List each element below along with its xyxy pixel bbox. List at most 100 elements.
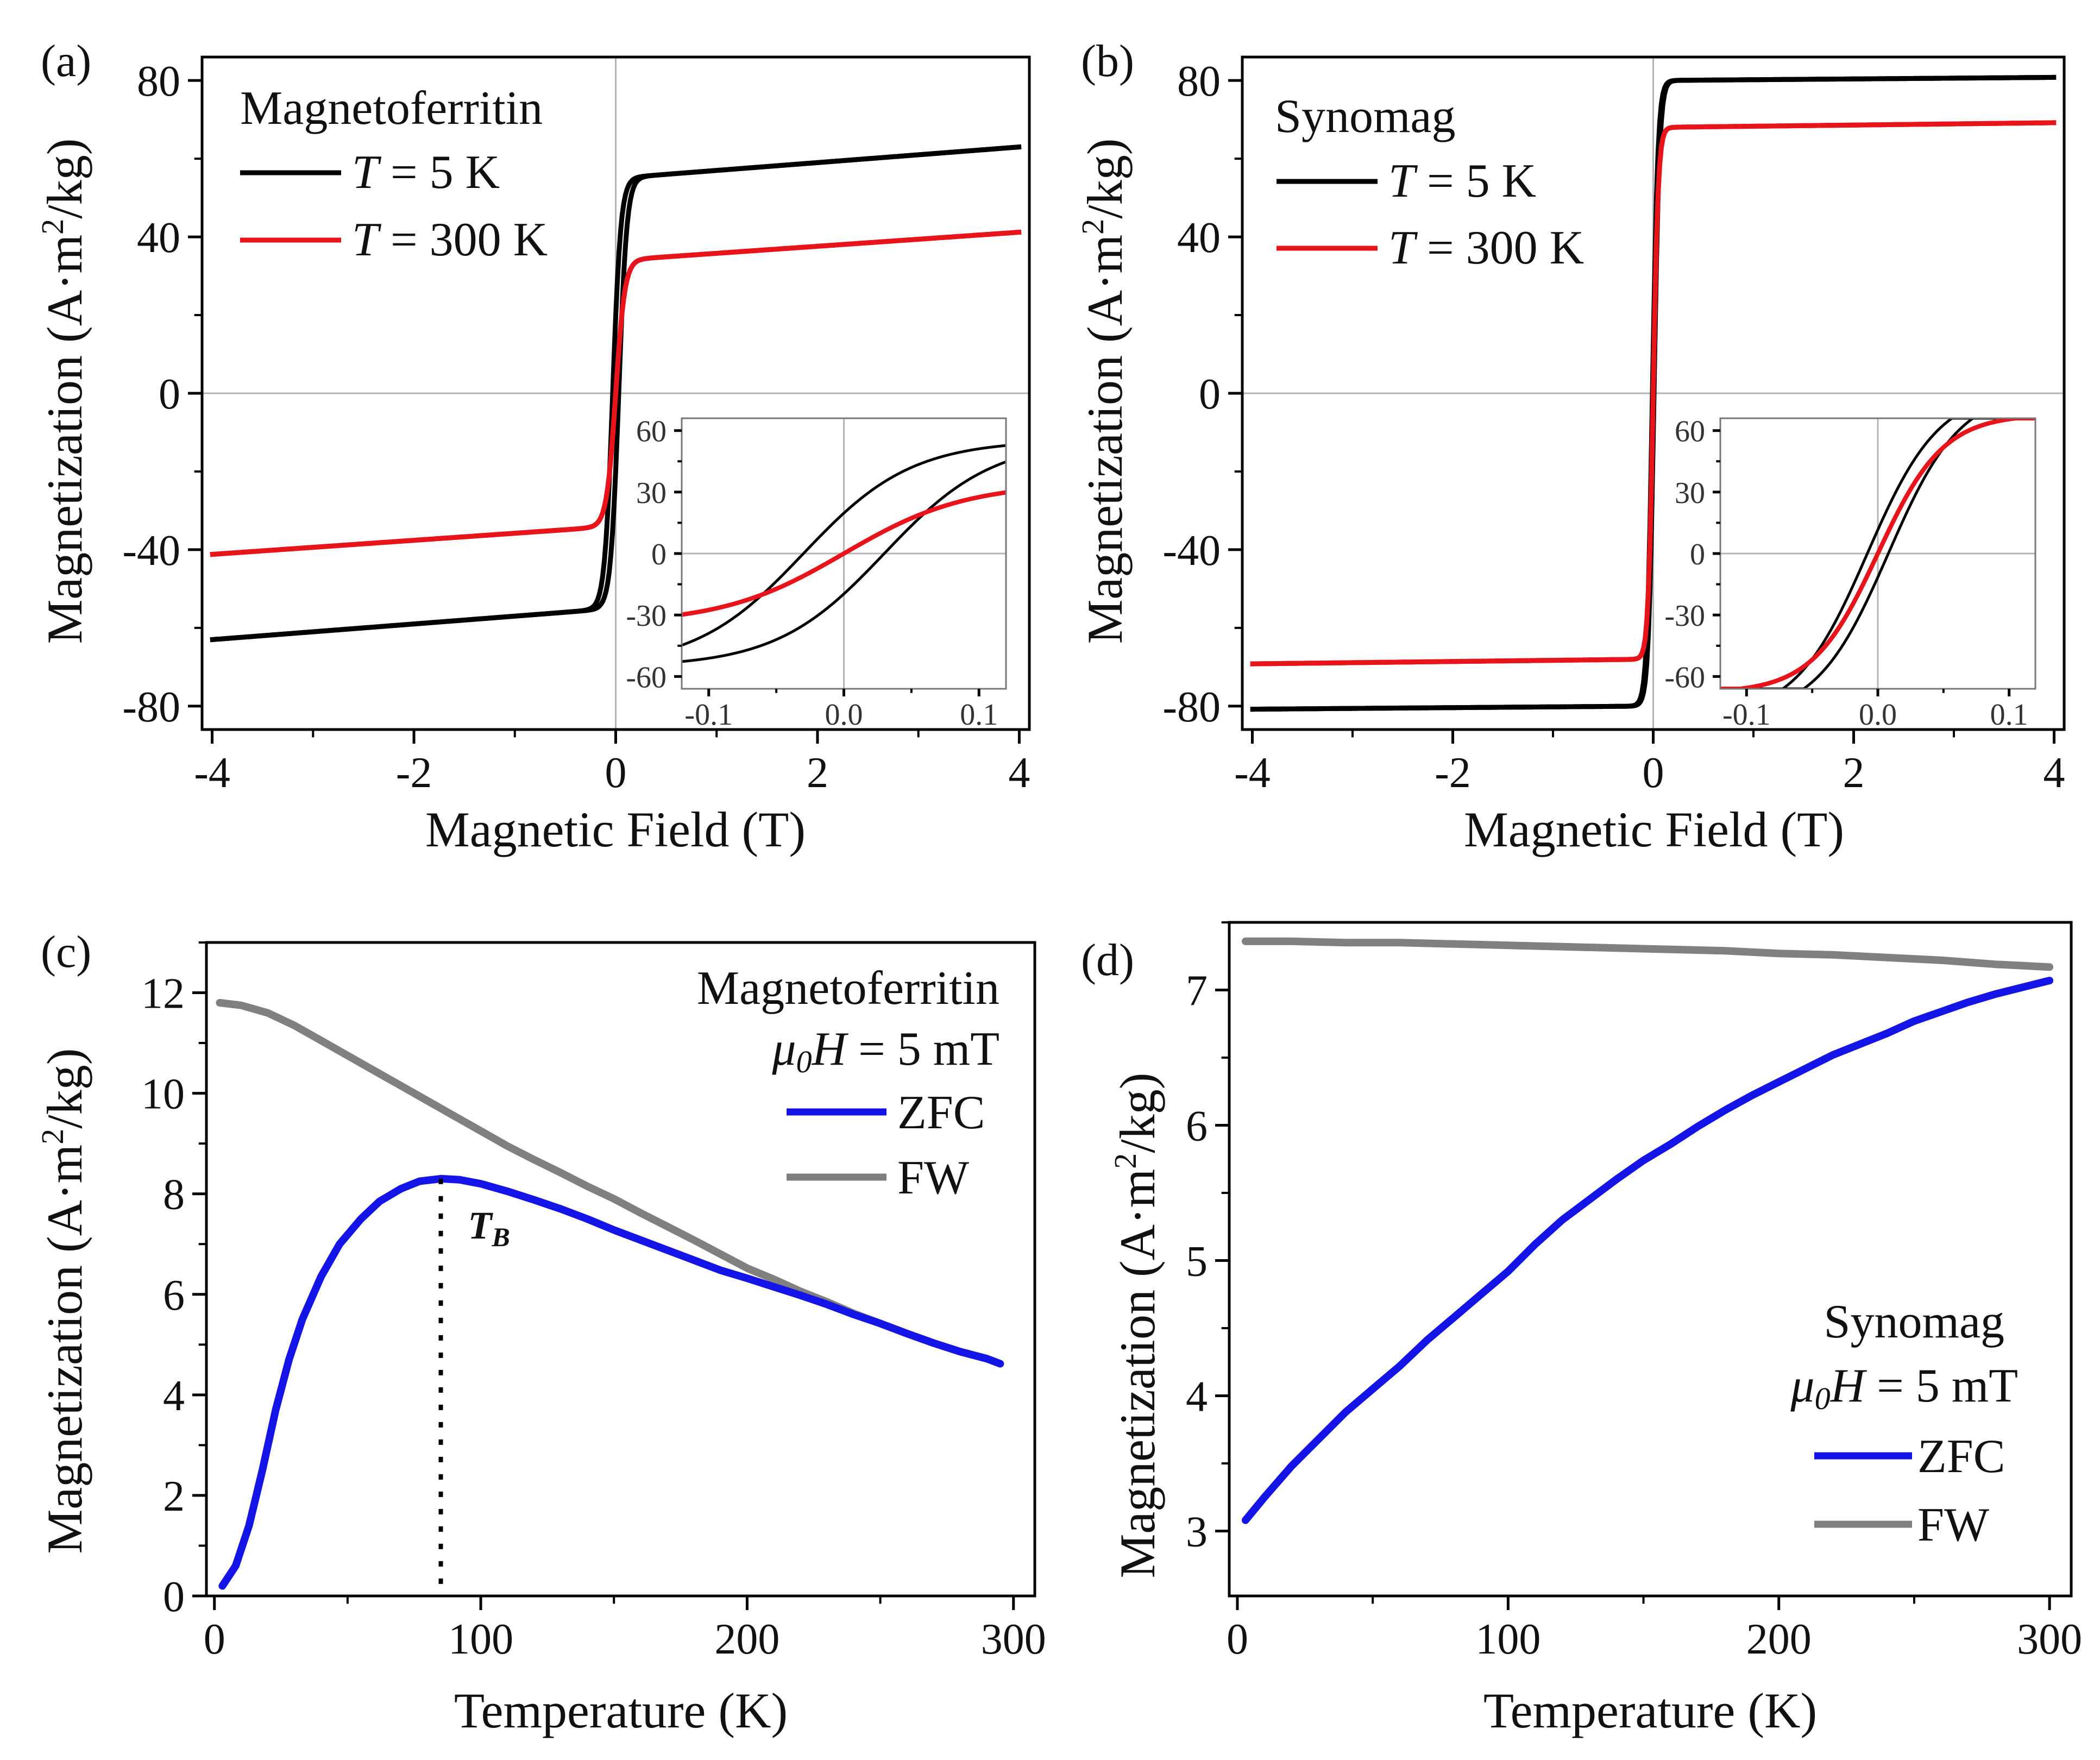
panel-a-x-tick-label: -2: [396, 749, 432, 797]
panel-b-x-tick-label: -4: [1234, 749, 1271, 797]
panel-b-inset-series-300k-lower-branch: [1720, 418, 2035, 689]
panel-a-inset-y-tick-label: -30: [626, 599, 667, 633]
panel-c-x-tick-label: 300: [981, 1616, 1046, 1663]
panel-a-inset-x-tick-label: 0.0: [825, 698, 863, 732]
panel-a-x-tick-label: 0: [605, 749, 627, 797]
panel-c-x-tick-label: 100: [448, 1616, 513, 1663]
panel-a-ticks: -4 -2 0 2 4 -80 -40 0 40 80: [122, 58, 1030, 797]
panel-d-legend-title: Synomag: [1824, 1296, 2004, 1348]
panel-c-y-tick-label: 10: [141, 1071, 185, 1118]
panel-a-inset-curves: [682, 444, 1006, 663]
panel-b-inset-series-5k-lower-branch: [1720, 418, 2035, 689]
panel-d-y-tick-label: 7: [1186, 967, 1208, 1015]
panel-c-legend: Magnetoferritin μ0H = 5 mT ZFC FW: [697, 962, 999, 1204]
panel-d-ticks: 0 100 200 300 3 4 5 6 7: [1186, 921, 2082, 1663]
panel-a-magnetoferritin-hysteresis: -4 -2 0 2 4 -80 -40 0 40 80 (a) Magnetic Field (T…: [35, 36, 1031, 857]
panel-d-legend: Synomag μ0H = 5 mT ZFC FW: [1790, 1296, 2018, 1551]
panel-c-x-axis-label: Temperature (K): [454, 1683, 788, 1738]
panel-c-curves: [216, 999, 1004, 1590]
panel-b-inset-y-tick-label: -60: [1664, 661, 1705, 694]
panel-c-x-tick-label: 0: [204, 1616, 225, 1663]
panel-a-inset-x-tick-label: -0.1: [684, 698, 733, 732]
panel-a-legend-title: Magnetoferritin: [240, 82, 543, 135]
panel-b-x-tick-label: 0: [1643, 749, 1664, 797]
panel-a-label: (a): [41, 36, 91, 86]
panel-b-series-300k-lower-branch: [1249, 120, 2057, 667]
panel-c-legend-entry-fw: FW: [897, 1152, 969, 1204]
panel-a-y-tick-label: 0: [159, 370, 180, 418]
panel-c-y-tick-label: 8: [163, 1171, 185, 1219]
panel-d-curves: [1241, 937, 2054, 1524]
panel-d-x-tick-label: 200: [1746, 1616, 1812, 1663]
panel-d-legend-entry-fw: FW: [1917, 1499, 1989, 1551]
panel-a-y-tick-label: 80: [137, 58, 180, 105]
panel-b-y-tick-label: -80: [1162, 683, 1221, 731]
panel-b-y-tick-label: 0: [1199, 370, 1221, 418]
panel-c-ticks: 0 100 200 300 0 2 4 6 8 10 12: [141, 941, 1046, 1663]
panel-a-inset-y-tick-label: 60: [636, 415, 667, 449]
panel-d-x-tick-label: 100: [1475, 1616, 1541, 1663]
panel-b-curves: [1249, 74, 2057, 712]
panel-b-y-tick-label: -40: [1162, 527, 1221, 575]
panel-a-x-axis-label: Magnetic Field (T): [425, 802, 806, 857]
panel-d-y-tick-label: 5: [1186, 1237, 1208, 1285]
panel-c-label: (c): [41, 927, 91, 977]
panel-b-inset-x-tick-label: 0.1: [1990, 698, 2028, 732]
panel-b-legend-entry-300k: T = 300 K: [1388, 222, 1584, 274]
panel-d-y-tick-label: 6: [1186, 1102, 1208, 1150]
panel-a-x-tick-label: 4: [1008, 749, 1030, 797]
panel-c-x-tick-label: 200: [714, 1616, 779, 1663]
panel-a-y-axis-label: Magnetization (A·m2/kg): [35, 139, 92, 644]
panel-a-inset-y-tick-label: 30: [636, 476, 667, 510]
panel-c-legend-field: μ0H = 5 mT: [771, 1023, 999, 1079]
panel-a-series-300k-lower-branch: [209, 229, 1022, 557]
panel-b-x-tick-label: 2: [1843, 749, 1865, 797]
panel-d-legend-entry-zfc: ZFC: [1917, 1430, 2005, 1483]
panel-c-y-tick-label: 6: [163, 1272, 185, 1319]
panel-b-x-tick-label: -2: [1435, 749, 1471, 797]
panel-d-series-zfc: [1241, 977, 2054, 1524]
panel-d-x-axis-label: Temperature (K): [1483, 1683, 1817, 1738]
panel-a-legend: Magnetoferritin T = 5 K T = 300 K: [240, 82, 548, 266]
panel-b-inset-y-tick-label: 30: [1675, 476, 1705, 510]
panel-b-x-axis-label: Magnetic Field (T): [1464, 802, 1844, 857]
panel-a-inset-x-tick-label: 0.1: [960, 698, 998, 732]
panel-b-ticks: -4 -2 0 2 4 -80 -40 0 40 80: [1162, 58, 2065, 797]
panel-c-blocking-temperature-label: TB: [468, 1204, 510, 1252]
panel-d-y-axis-label: Magnetization (A·m2/kg): [1108, 1073, 1165, 1579]
panel-b-y-tick-label: 40: [1177, 214, 1221, 262]
panel-d-y-tick-label: 4: [1186, 1373, 1208, 1420]
panel-b-legend-entry-5k: T = 5 K: [1388, 155, 1536, 208]
panel-c-blocking-temperature: TB: [438, 1178, 510, 1596]
panel-c-y-tick-label: 4: [163, 1372, 185, 1420]
panel-b-inset-y-tick-label: -30: [1664, 599, 1705, 633]
panel-c-series-zfc: [218, 1174, 1004, 1590]
panel-a-curves: [209, 144, 1022, 643]
panel-d-legend-field: μ0H = 5 mT: [1790, 1360, 2018, 1416]
panel-c-y-tick-label: 12: [141, 970, 185, 1018]
panel-d-x-tick-label: 0: [1227, 1616, 1248, 1663]
panel-b-inset-y-tick-label: 60: [1675, 415, 1705, 449]
panel-a-inset-y-tick-label: -60: [626, 661, 667, 694]
panel-a-inset-series-5k-lower-branch: [682, 460, 1006, 663]
panel-b-inset: -0.1 0.0 0.1 -60 -30 0 30 60: [1664, 415, 2036, 732]
panel-d-label: (d): [1081, 935, 1134, 985]
panel-c-y-axis-label: Magnetization (A·m2/kg): [35, 1048, 92, 1554]
panel-a-y-tick-label: -80: [122, 683, 180, 731]
panel-c-legend-title: Magnetoferritin: [697, 962, 999, 1015]
panel-d-y-tick-label: 3: [1186, 1508, 1208, 1556]
panel-a-x-tick-label: 2: [807, 749, 828, 797]
panel-a-legend-entry-300k: T = 300 K: [352, 213, 548, 266]
panel-a-y-tick-label: 40: [137, 214, 180, 262]
panel-b-synomag-hysteresis: -4 -2 0 2 4 -80 -40 0 40 80 (b) Magnetic Field (T…: [1075, 36, 2066, 857]
panel-a-series-5k-lower-branch: [209, 144, 1022, 643]
panel-d-series-fw: [1241, 937, 2054, 971]
panel-c-legend-entry-zfc: ZFC: [897, 1086, 985, 1139]
panel-b-legend: Synomag T = 5 K T = 300 K: [1275, 90, 1584, 274]
panel-c-axes-frame: [205, 941, 1036, 1598]
panel-a-legend-entry-5k: T = 5 K: [352, 146, 500, 199]
panel-b-label: (b): [1081, 36, 1134, 86]
panel-a-inset: -0.1 0.0 0.1 -60 -30 0 30 60: [626, 415, 1007, 732]
panel-c-y-tick-label: 2: [163, 1473, 185, 1520]
